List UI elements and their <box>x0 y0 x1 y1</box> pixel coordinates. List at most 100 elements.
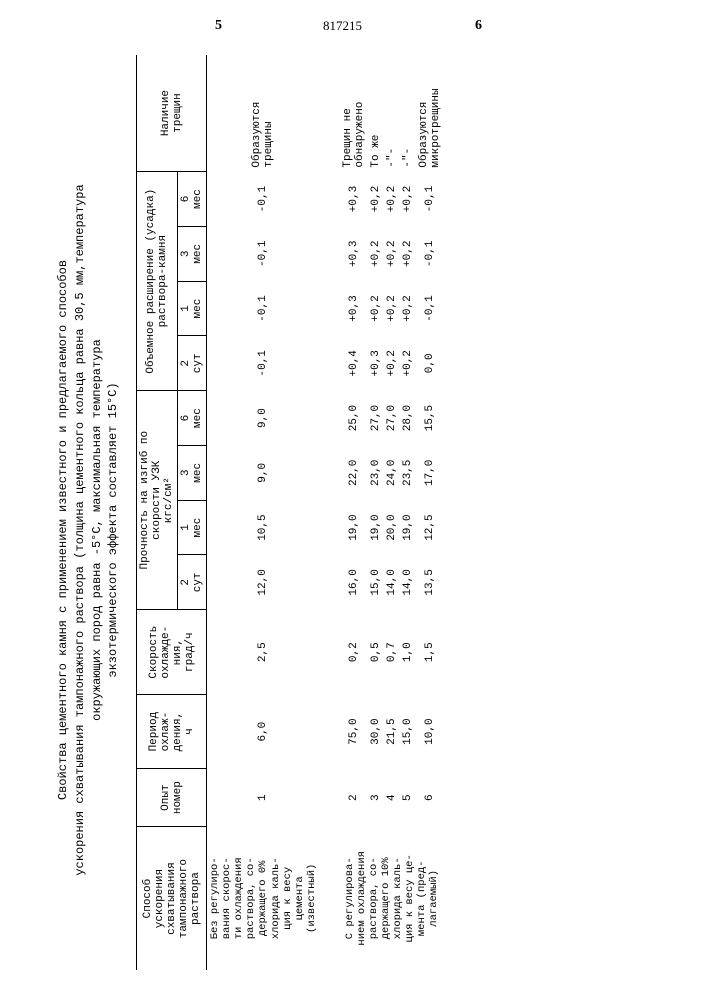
cell-speed: 1,0 <box>400 610 416 695</box>
cell-st: 28,0 <box>400 391 416 446</box>
table-caption: Свойства цементного камня с применением … <box>55 90 122 970</box>
cell-period: 10,0 <box>416 695 444 769</box>
cell-v: +0,2 <box>400 172 416 227</box>
cell-v: +0,4 <box>340 336 368 391</box>
cell-st: 12,0 <box>207 555 320 610</box>
cell-speed: 2,5 <box>207 610 320 695</box>
cell-v: +0,3 <box>368 336 384 391</box>
th-cracks: Наличиетрещин <box>137 55 207 172</box>
cell-num: 5 <box>400 769 416 827</box>
cell-period: 15,0 <box>400 695 416 769</box>
th-experiment: Опытномер <box>137 769 207 827</box>
cell-st: 22,0 <box>340 445 368 500</box>
th-strength: Прочность на изгиб поскорости УЗКкгс/см² <box>137 391 178 610</box>
th-v-6m: 6мес <box>178 172 207 227</box>
cell-num: 2 <box>340 769 368 827</box>
cell-v: +0,2 <box>368 226 384 281</box>
caption-line-1: Свойства цементного камня с применением … <box>56 260 70 800</box>
page-number-left: 5 <box>215 18 222 34</box>
table-row: Без регулиро-вания скорос-ти охлажденияр… <box>207 55 320 970</box>
cell-st: 13,5 <box>416 555 444 610</box>
th-speed: Скоростьохлажде-ния,град/ч <box>137 610 207 695</box>
cell-v: +0,2 <box>400 226 416 281</box>
cell-st: 14,0 <box>384 555 400 610</box>
method-known: Без регулиро-вания скорос-ти охлажденияр… <box>207 827 320 970</box>
cell-st: 10,5 <box>207 500 320 555</box>
cell-v: -0,1 <box>416 172 444 227</box>
properties-table: Способускорениясхватываниятампонажногора… <box>136 55 444 970</box>
th-st-3m: 3мес <box>178 445 207 500</box>
table-row: С регулирова-нием охлажденияраствора, со… <box>340 55 368 970</box>
caption-line-2: ускорения схватывания тампонажного раств… <box>73 184 87 875</box>
cell-v: -0,1 <box>207 336 320 391</box>
cell-speed: 0,7 <box>384 610 400 695</box>
cell-st: 9,0 <box>207 391 320 446</box>
cell-v: +0,3 <box>340 226 368 281</box>
cell-st: 23,0 <box>368 445 384 500</box>
cell-v: +0,3 <box>340 281 368 336</box>
th-st-6m: 6мес <box>178 391 207 446</box>
cell-st: 15,5 <box>416 391 444 446</box>
cell-st: 19,0 <box>368 500 384 555</box>
cell-cracks: Трещин необнаружено <box>340 55 368 172</box>
th-st-1m: 1мес <box>178 500 207 555</box>
cell-period: 30,0 <box>368 695 384 769</box>
caption-line-3: окружающих пород равна -5°С, максимальна… <box>90 339 104 721</box>
cell-cracks: Образуютсятрещины <box>207 55 320 172</box>
cell-st: 15,0 <box>368 555 384 610</box>
cell-speed: 0,5 <box>368 610 384 695</box>
cell-v: +0,2 <box>400 336 416 391</box>
th-v-1m: 1мес <box>178 281 207 336</box>
cell-num: 6 <box>416 769 444 827</box>
cell-st: 12,5 <box>416 500 444 555</box>
cell-speed: 0,2 <box>340 610 368 695</box>
th-v-3m: 3мес <box>178 226 207 281</box>
cell-v: +0,2 <box>384 226 400 281</box>
method-proposed: С регулирова-нием охлажденияраствора, со… <box>340 827 444 970</box>
cell-st: 19,0 <box>400 500 416 555</box>
th-method: Способускорениясхватываниятампонажногора… <box>137 827 207 970</box>
cell-period: 6,0 <box>207 695 320 769</box>
cell-v: +0,2 <box>368 281 384 336</box>
th-volume: Объемное расширение (усадка)раствора-кам… <box>137 172 178 391</box>
cell-v: +0,2 <box>384 172 400 227</box>
cell-v: +0,2 <box>384 336 400 391</box>
cell-v: -0,1 <box>416 226 444 281</box>
cell-v: -0,1 <box>416 281 444 336</box>
caption-line-4: экзотермического эффекта составляет 15°С… <box>106 382 120 677</box>
cell-v: +0,2 <box>400 281 416 336</box>
cell-num: 4 <box>384 769 400 827</box>
cell-num: 1 <box>207 769 320 827</box>
cell-v: +0,2 <box>368 172 384 227</box>
cell-st: 16,0 <box>340 555 368 610</box>
cell-st: 9,0 <box>207 445 320 500</box>
cell-num: 3 <box>368 769 384 827</box>
document-number: 817215 <box>323 18 362 34</box>
cell-speed: 1,5 <box>416 610 444 695</box>
cell-st: 24,0 <box>384 445 400 500</box>
cell-cracks: Образуютсямикротрещины <box>416 55 444 172</box>
cell-period: 75,0 <box>340 695 368 769</box>
cell-st: 25,0 <box>340 391 368 446</box>
cell-st: 27,0 <box>384 391 400 446</box>
cell-v: -0,1 <box>207 226 320 281</box>
th-v-2d: 2сут <box>178 336 207 391</box>
cell-st: 19,0 <box>340 500 368 555</box>
cell-v: -0,1 <box>207 281 320 336</box>
cell-cracks: -"- <box>384 55 400 172</box>
cell-cracks: -"- <box>400 55 416 172</box>
cell-cracks: То же <box>368 55 384 172</box>
cell-st: 14,0 <box>400 555 416 610</box>
cell-st: 20,0 <box>384 500 400 555</box>
cell-st: 17,0 <box>416 445 444 500</box>
th-st-2d: 2сут <box>178 555 207 610</box>
cell-st: 27,0 <box>368 391 384 446</box>
cell-v: 0,0 <box>416 336 444 391</box>
cell-v: -0,1 <box>207 172 320 227</box>
cell-period: 21,5 <box>384 695 400 769</box>
cell-st: 23,5 <box>400 445 416 500</box>
cell-v: +0,3 <box>340 172 368 227</box>
cell-v: +0,2 <box>384 281 400 336</box>
th-period: Периодохлаж-дения,ч <box>137 695 207 769</box>
page-number-right: 6 <box>475 18 482 34</box>
